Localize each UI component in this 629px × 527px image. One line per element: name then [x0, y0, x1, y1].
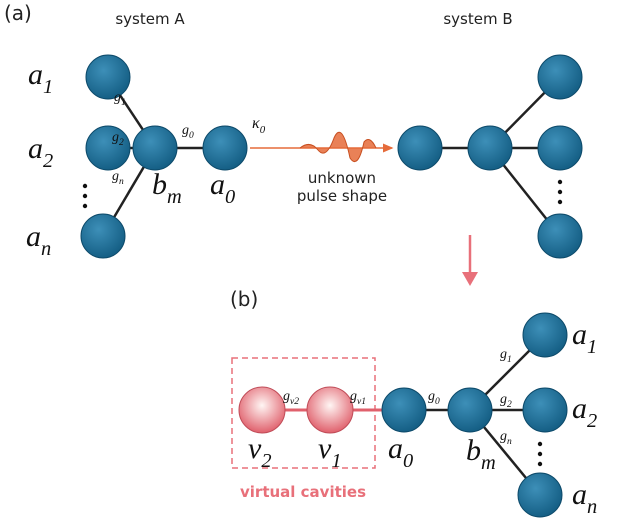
symbol-subscript: 1: [121, 98, 126, 108]
virtual-label: virtual cavities: [240, 483, 366, 501]
symbol-label: a2: [28, 132, 53, 172]
symbol-base: g: [283, 389, 290, 404]
symbol-base: a: [210, 168, 225, 201]
symbol-subscript: 0: [260, 124, 266, 136]
symbol-base: v: [248, 432, 262, 465]
symbol-subscript: 0: [189, 131, 194, 141]
symbol-label: g1: [500, 347, 512, 365]
ellipsis: [83, 184, 87, 208]
symbol-subscript: 2: [43, 150, 53, 172]
symbol-base: g: [428, 389, 435, 404]
symbol-base: g: [500, 429, 507, 444]
symbol-subscript: n: [41, 238, 51, 260]
panel-label: (a): [4, 1, 32, 25]
symbol-base: g: [112, 169, 119, 184]
symbol-subscript: 1: [507, 355, 512, 365]
symbol-base: g: [112, 130, 119, 145]
down-arrow: [462, 235, 478, 286]
symbol-label: v2: [248, 432, 272, 472]
symbol-base: b: [466, 434, 481, 467]
symbol-subscript: 2: [587, 410, 597, 432]
symbol-base: a: [28, 132, 43, 165]
symbol-label: bm: [152, 168, 182, 208]
symbol-base: a: [388, 432, 403, 465]
symbol-base: g: [350, 389, 357, 404]
symbol-label: g0: [182, 123, 194, 141]
caption: pulse shape: [297, 187, 387, 205]
symbol-subscript: 1: [331, 450, 341, 472]
ellipsis: [538, 442, 542, 466]
symbol-subscript: 1: [587, 336, 597, 358]
symbol-label: g2: [500, 392, 512, 410]
symbol-subscript: 2: [261, 450, 271, 472]
symbol-subscript: m: [481, 452, 496, 474]
system-b-nodes: [398, 55, 582, 258]
title: system B: [443, 10, 512, 28]
symbol-base: a: [26, 220, 41, 253]
symbol-base: a: [572, 392, 587, 425]
symbol-subscript: v1: [357, 397, 366, 407]
symbol-label: an: [572, 478, 597, 518]
symbol-base: g: [500, 347, 507, 362]
symbol-base: v: [318, 432, 332, 465]
system-a-nodes: [81, 55, 247, 258]
symbol-subscript: 0: [403, 450, 413, 472]
system-b-nodes: [382, 313, 567, 517]
symbol-label: a0: [388, 432, 413, 472]
symbol-base: g: [114, 90, 121, 105]
symbol-subscript: 0: [435, 397, 440, 407]
symbol-subscript: 2: [119, 138, 124, 148]
symbol-subscript: n: [587, 496, 597, 518]
symbol-label: κ0: [252, 115, 266, 136]
caption: unknown: [308, 169, 376, 187]
symbol-base: b: [152, 168, 167, 201]
pulse: [300, 132, 376, 161]
symbol-base: g: [182, 123, 189, 138]
symbol-label: a1: [572, 318, 597, 358]
panel-label: (b): [230, 287, 258, 311]
symbol-label: a0: [210, 168, 235, 208]
symbol-label: an: [26, 220, 51, 260]
symbol-subscript: 1: [43, 76, 53, 98]
symbol-label: gv2: [283, 389, 299, 407]
ellipsis: [558, 180, 562, 204]
symbol-label: g0: [428, 389, 440, 407]
title: system A: [115, 10, 185, 28]
symbol-subscript: n: [119, 177, 124, 187]
symbol-base: g: [500, 392, 507, 407]
symbol-base: a: [28, 58, 43, 91]
symbol-label: gn: [500, 429, 512, 447]
symbol-base: a: [572, 318, 587, 351]
symbol-base: a: [572, 478, 587, 511]
diagram: (a) system A system B unknown pulse shap…: [0, 0, 629, 527]
symbol-label: a1: [28, 58, 53, 98]
symbol-label: bm: [466, 434, 496, 474]
symbol-subscript: n: [507, 437, 512, 447]
symbol-label: gn: [112, 169, 124, 187]
symbol-label: a2: [572, 392, 597, 432]
symbol-subscript: v2: [290, 397, 299, 407]
symbol-subscript: m: [167, 186, 182, 208]
symbol-subscript: 0: [225, 186, 235, 208]
symbol-subscript: 2: [507, 400, 512, 410]
symbol-label: v1: [318, 432, 342, 472]
